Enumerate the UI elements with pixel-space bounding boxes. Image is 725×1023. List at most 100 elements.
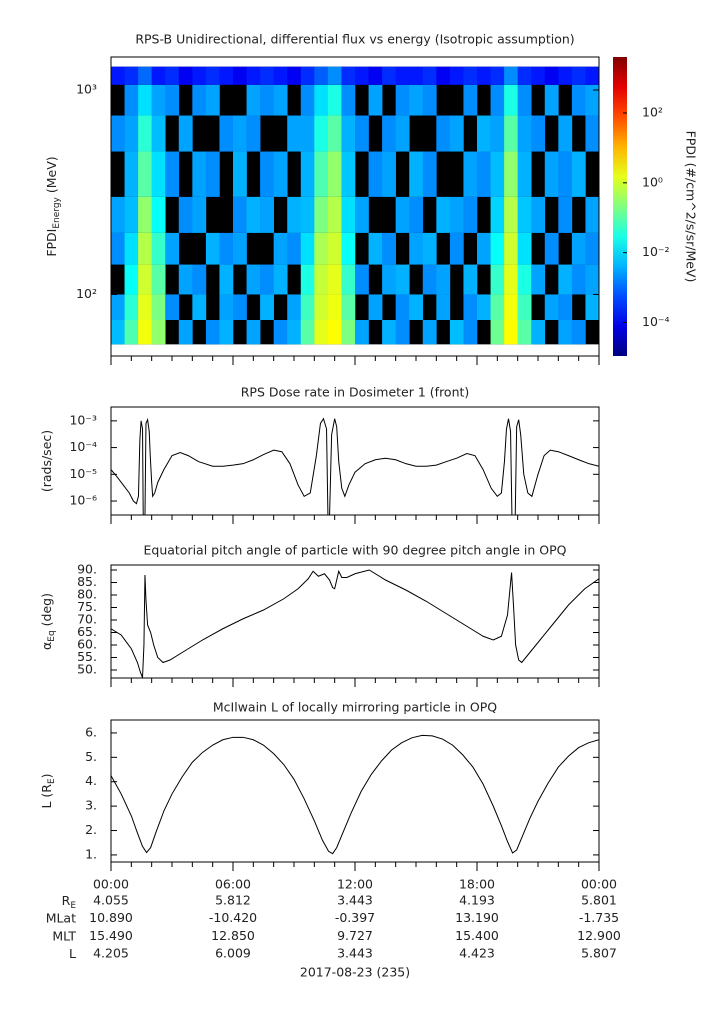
label-text: L (R — [39, 784, 54, 809]
heatmap-cell — [368, 294, 383, 320]
heatmap-cell — [138, 151, 152, 197]
ephemeris-value: 13.190 — [455, 910, 499, 925]
date-label: 2017-08-23 (235) — [300, 965, 410, 980]
heatmap-cell — [151, 151, 166, 197]
heatmap-cell — [287, 66, 302, 85]
heatmap-cell — [422, 84, 437, 116]
heatmap-cell — [287, 294, 302, 320]
y-tick-label: 65. — [77, 624, 97, 639]
heatmap-cell — [517, 196, 532, 233]
colorbar-tick-label: 10⁻⁴ — [642, 314, 670, 329]
ephemeris-value: 12.900 — [577, 928, 621, 943]
heatmap-cell — [178, 196, 193, 233]
heatmap-cell — [192, 264, 207, 295]
heatmap-cell — [355, 115, 369, 152]
heatmap-cell — [436, 196, 451, 233]
heatmap-cell — [151, 264, 166, 295]
heatmap-cell — [382, 319, 396, 345]
heatmap-cell — [409, 84, 424, 116]
heatmap-cell — [327, 196, 342, 233]
heatmap-cell — [233, 115, 247, 152]
heatmap-cell — [314, 66, 329, 85]
data-line — [111, 734, 599, 855]
heatmap-cell — [409, 151, 424, 197]
heatmap-cell — [300, 196, 315, 233]
heatmap-cell — [585, 115, 600, 152]
heatmap-cell — [436, 115, 451, 152]
chart-title: RPS-B Unidirectional, differential flux … — [135, 32, 574, 47]
y-axis-label: FPDIEnergy (MeV) — [44, 156, 62, 256]
heatmap-cell — [436, 294, 451, 320]
heatmap-cell — [233, 232, 247, 265]
heatmap-cell — [314, 151, 329, 197]
heatmap-cell — [205, 66, 220, 85]
heatmap-cell — [368, 84, 383, 116]
x-tick-label: 06:00 — [215, 877, 251, 892]
heatmap-cell — [314, 84, 329, 116]
heatmap-cell — [178, 66, 193, 85]
heatmap-cell — [124, 232, 139, 265]
heatmap-cell — [178, 115, 193, 152]
heatmap-cell — [287, 319, 302, 345]
heatmap-cell — [341, 66, 356, 85]
heatmap-cell — [504, 319, 518, 345]
y-tick-label: 80. — [77, 587, 97, 602]
y-tick-label: 60. — [77, 637, 97, 652]
heatmap-cell — [300, 66, 315, 85]
ephemeris-value: 5.812 — [215, 893, 251, 908]
row-label: MLat — [46, 910, 76, 925]
y-tick-label: 4. — [85, 773, 97, 788]
label-subscript: Eq — [47, 630, 57, 641]
heatmap-cell — [409, 294, 424, 320]
ephemeris-value: 4.423 — [459, 946, 495, 961]
heatmap-cell — [490, 319, 505, 345]
heatmap-cell — [233, 151, 247, 197]
heatmap-cell — [192, 294, 207, 320]
heatmap-cell — [382, 115, 396, 152]
heatmap-cell — [178, 264, 193, 295]
colorbar-tick-label: 10⁰ — [642, 174, 663, 189]
heatmap-cell — [585, 264, 600, 295]
heatmap-cell — [138, 84, 152, 116]
heatmap-cell — [395, 319, 410, 345]
heatmap-cell — [219, 319, 234, 345]
heatmap-cell — [219, 115, 234, 152]
heatmap-cell — [300, 115, 315, 152]
row-label: L — [69, 946, 76, 961]
heatmap-cell — [327, 232, 342, 265]
heatmap-cell — [111, 294, 125, 320]
row-label-text: MLT — [52, 928, 76, 943]
heatmap-cell — [463, 264, 478, 295]
heatmap-cell — [273, 264, 288, 295]
y-tick-label: 5. — [85, 749, 97, 764]
heatmap-cell — [355, 196, 369, 233]
heatmap-cell — [165, 232, 180, 265]
heatmap-cell — [544, 84, 559, 116]
heatmap-cell — [233, 196, 247, 233]
heatmap-cell — [341, 319, 356, 345]
heatmap-cell — [355, 319, 369, 345]
y-tick-label: 10² — [76, 286, 97, 301]
heatmap-cell — [111, 196, 125, 233]
heatmap-cell — [449, 319, 464, 345]
heatmap-cell — [260, 196, 274, 233]
heatmap-cell — [531, 66, 546, 85]
heatmap-cell — [151, 66, 166, 85]
heatmap-cell — [463, 196, 478, 233]
heatmap-cell — [314, 115, 329, 152]
y-tick-label: 1. — [85, 846, 97, 861]
heatmap-cell — [395, 66, 410, 85]
heatmap-cell — [219, 232, 234, 265]
y-tick-label: 10⁻⁴ — [69, 439, 97, 454]
heatmap-cell — [233, 294, 247, 320]
heatmap-cell — [571, 319, 586, 345]
row-label-text: R — [62, 893, 71, 908]
heatmap-cell — [300, 264, 315, 295]
heatmap-cell — [463, 151, 478, 197]
y-tick-label: 75. — [77, 599, 97, 614]
ephemeris-value: 9.727 — [337, 928, 373, 943]
heatmap-cell — [395, 115, 410, 152]
label-subscript: E — [47, 778, 57, 784]
heatmap-cell — [192, 84, 207, 116]
data-line — [111, 417, 599, 515]
